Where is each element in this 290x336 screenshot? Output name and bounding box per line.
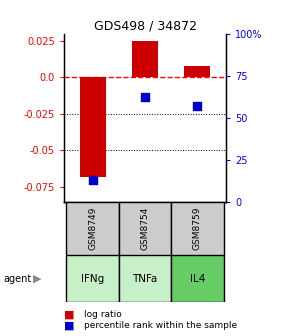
Bar [66,202,119,255]
Text: IFNg: IFNg [81,274,104,284]
Point [195,103,200,109]
Text: GSM8759: GSM8759 [193,207,202,250]
Bar [119,202,171,255]
Text: ▶: ▶ [33,274,42,284]
Text: GSM8754: GSM8754 [140,207,150,250]
Title: GDS498 / 34872: GDS498 / 34872 [93,19,197,33]
Point [90,177,95,182]
Text: percentile rank within the sample: percentile rank within the sample [84,322,237,330]
Bar [171,202,224,255]
Text: IL4: IL4 [190,274,205,284]
Text: ■: ■ [64,309,74,319]
Bar [171,255,224,302]
Point [143,95,147,100]
Bar [66,255,119,302]
Text: GSM8749: GSM8749 [88,207,97,250]
Bar [119,255,171,302]
Bar [132,41,158,77]
Text: TNFa: TNFa [132,274,158,284]
Text: agent: agent [3,274,31,284]
Bar [79,77,106,177]
Text: ■: ■ [64,321,74,331]
Bar [184,66,211,77]
Text: log ratio: log ratio [84,310,122,319]
